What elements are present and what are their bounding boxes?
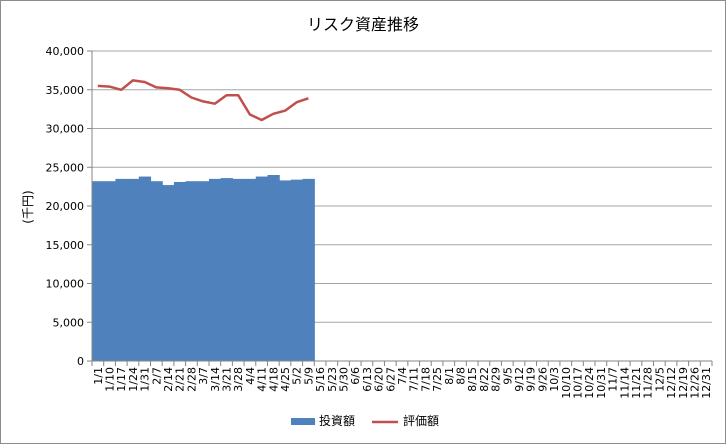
chart-title: リスク資産推移: [307, 15, 419, 34]
x-tick-label: 10/31: [595, 367, 608, 399]
x-tick-label: 8/8: [454, 367, 467, 385]
x-tick-label: 8/29: [490, 367, 503, 392]
bar: [267, 175, 280, 361]
y-axis-label: (千円): [21, 190, 35, 223]
x-tick-label: 8/1: [443, 367, 456, 385]
x-tick-label: 9/26: [536, 367, 549, 392]
x-tick-label: 9/12: [513, 367, 526, 392]
axes: [91, 51, 712, 362]
x-tick-label: 4/11: [256, 367, 269, 392]
x-tick-label: 10/10: [560, 367, 573, 399]
x-tick-label: 6/27: [384, 367, 397, 392]
x-tick-label: 1/24: [127, 367, 140, 392]
x-tick-label: 11/28: [642, 367, 655, 399]
legend-swatch-investment: [291, 418, 315, 425]
x-tick-label: 8/15: [466, 367, 479, 392]
x-tick-label: 7/4: [396, 367, 409, 385]
x-tick-label: 11/14: [618, 367, 631, 399]
x-tick-label: 11/7: [607, 367, 620, 392]
y-tick-label: 0: [77, 355, 84, 368]
x-tick-label: 5/2: [291, 367, 304, 385]
x-tick-label: 2/28: [185, 367, 198, 392]
bar: [162, 185, 175, 361]
bar: [127, 178, 140, 361]
y-tick-label: 20,000: [46, 200, 85, 213]
y-axis-ticks: 0 5,000 10,000 15,000 20,000 25,000 30,000 35,0…: [46, 45, 92, 368]
bar: [103, 181, 116, 361]
x-tick-label: 12/31: [700, 367, 713, 399]
bar: [244, 178, 257, 361]
bar: [197, 181, 210, 361]
x-tick-label: 6/6: [349, 367, 362, 385]
bar: [173, 181, 187, 361]
line-valuation: [97, 79, 309, 122]
x-tick-label: 12/12: [665, 367, 678, 399]
x-tick-label: 9/19: [525, 367, 538, 392]
y-tick-label: 30,000: [46, 123, 85, 136]
x-tick-label: 7/11: [408, 367, 421, 392]
bar: [220, 178, 233, 361]
bar: [208, 178, 222, 361]
bar: [255, 176, 269, 361]
y-tick-label: 40,000: [46, 45, 85, 58]
legend-label-valuation: 評価額: [403, 413, 439, 428]
x-tick-label: 4/4: [244, 367, 257, 385]
x-tick-label: 2/7: [150, 367, 163, 385]
bar: [92, 181, 105, 361]
x-tick-label: 5/30: [338, 367, 351, 392]
line-series: [97, 79, 309, 122]
x-tick-label: 10/24: [583, 367, 596, 399]
x-tick-label: 12/5: [653, 367, 666, 392]
bar: [150, 181, 163, 361]
x-tick-label: 6/13: [361, 367, 374, 392]
legend: 投資額 評価額: [291, 413, 439, 428]
bar: [138, 176, 152, 361]
y-tick-label: 15,000: [46, 239, 85, 252]
x-tick-label: 7/18: [419, 367, 432, 392]
x-tick-label: 4/18: [267, 367, 280, 392]
x-tick-label: 1/17: [115, 367, 128, 392]
bar-series: [92, 175, 315, 361]
x-tick-label: 1/31: [139, 367, 152, 392]
y-tick-label: 35,000: [46, 84, 85, 97]
legend-label-investment: 投資額: [319, 413, 355, 428]
y-tick-label: 5,000: [53, 316, 85, 329]
x-tick-label: 12/19: [677, 367, 690, 399]
y-tick-label: 25,000: [46, 161, 85, 174]
x-tick-label: 11/21: [630, 367, 643, 399]
x-tick-label: 1/1: [92, 367, 105, 385]
x-tick-label: 5/9: [302, 367, 315, 385]
x-tick-label: 3/14: [209, 367, 222, 392]
bar: [302, 178, 315, 361]
x-tick-label: 9/5: [501, 367, 514, 385]
x-tick-label: 6/20: [373, 367, 386, 392]
x-tick-label: 3/7: [197, 367, 210, 385]
x-tick-label: 3/21: [221, 367, 234, 392]
bar: [185, 181, 198, 361]
x-axis-ticks: 1/11/101/171/241/312/72/142/212/283/73/1…: [91, 361, 713, 399]
x-tick-label: 12/26: [688, 367, 701, 399]
bar: [115, 178, 128, 361]
x-tick-label: 3/28: [232, 367, 245, 392]
x-tick-label: 4/25: [279, 367, 292, 392]
x-tick-label: 2/21: [174, 367, 187, 392]
bar: [279, 180, 292, 361]
x-tick-label: 10/17: [571, 367, 584, 399]
x-tick-label: 1/10: [104, 367, 117, 392]
x-tick-label: 10/3: [548, 367, 561, 392]
x-tick-label: 2/14: [162, 367, 175, 392]
x-tick-label: 5/16: [314, 367, 327, 392]
x-tick-label: 8/22: [478, 367, 491, 392]
x-tick-label: 7/25: [431, 367, 444, 392]
x-tick-label: 5/23: [326, 367, 339, 392]
bar: [232, 178, 245, 361]
y-tick-label: 10,000: [46, 278, 85, 291]
bar: [290, 179, 304, 361]
